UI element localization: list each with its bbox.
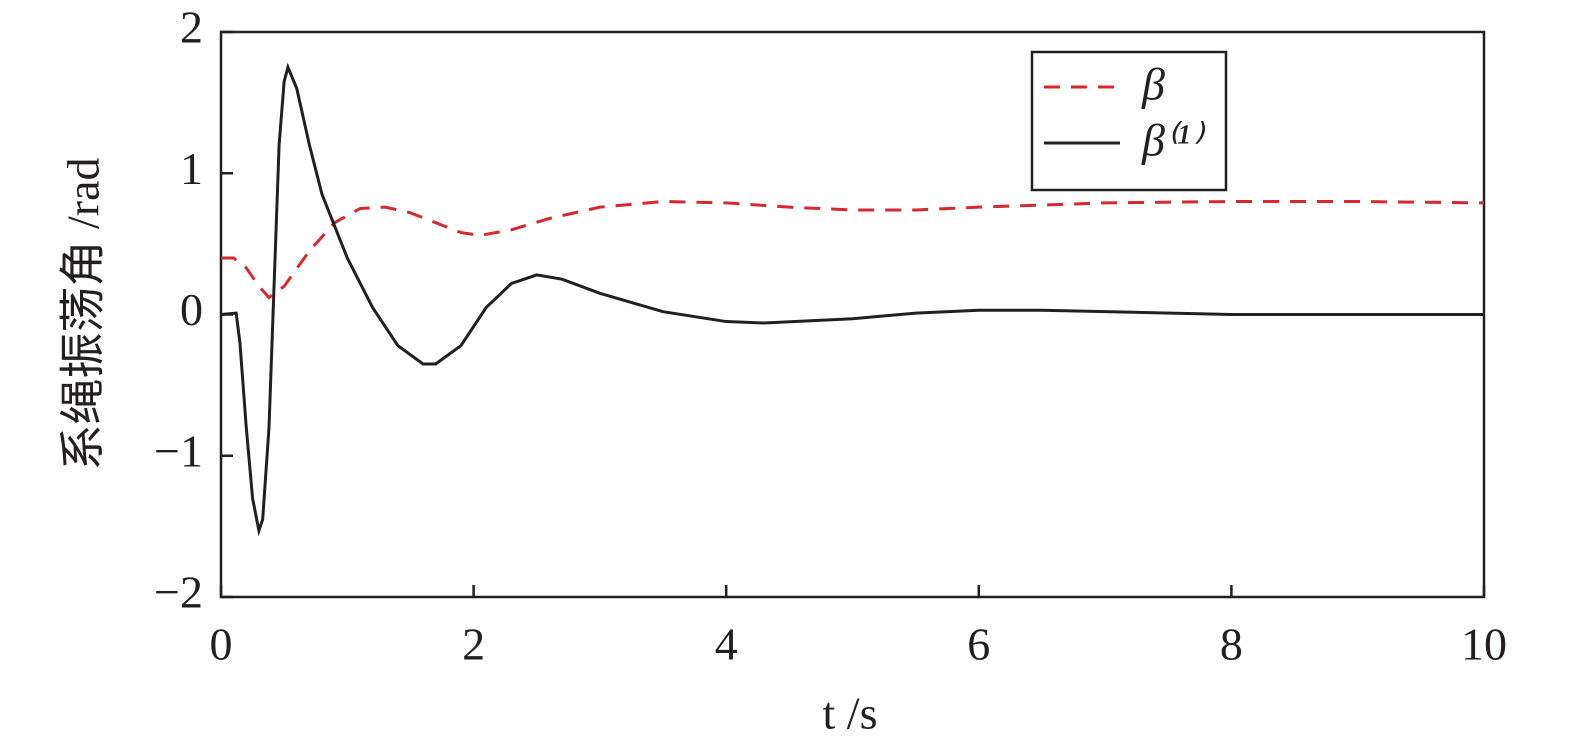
series-line xyxy=(220,62,1484,537)
x-tick-label: 2 xyxy=(462,619,485,670)
y-tick-label: 0 xyxy=(180,284,203,335)
series-line xyxy=(221,199,1485,300)
x-tick-label: 6 xyxy=(967,619,990,670)
y-axis-label: 系绳振荡角 /rad xyxy=(58,157,109,470)
y-tick-label: −2 xyxy=(154,567,203,618)
legend-label: β xyxy=(1141,59,1165,110)
y-tick-label: −1 xyxy=(154,425,203,476)
x-tick-label: 10 xyxy=(1461,619,1507,670)
x-tick-label: 0 xyxy=(210,619,233,670)
y-tick-label: 2 xyxy=(180,2,203,53)
legend-label: β⁽¹⁾ xyxy=(1141,115,1206,166)
x-axis-label: t /s xyxy=(823,688,878,739)
legend-box xyxy=(1030,50,1228,192)
x-tick-label: 8 xyxy=(1220,619,1243,670)
x-tick-label: 4 xyxy=(715,619,738,670)
y-tick-label: 1 xyxy=(180,143,203,194)
